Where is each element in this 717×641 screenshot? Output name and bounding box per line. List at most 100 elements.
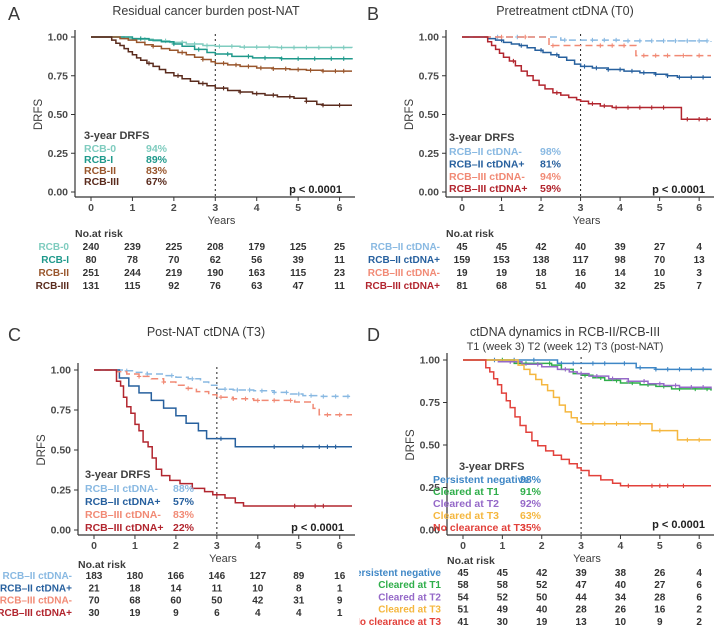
y-tick-label: 0.25 <box>51 485 72 497</box>
risk-count: 38 <box>615 568 627 579</box>
x-axis-title: Years <box>573 553 601 565</box>
censor-mark <box>649 483 655 488</box>
censor-mark <box>300 444 306 449</box>
p-value: p < 0.0001 <box>652 184 705 196</box>
risk-count: 10 <box>654 268 666 279</box>
y-axis-title: DRFS <box>33 99 45 131</box>
risk-count: 4 <box>255 608 261 619</box>
censor-mark <box>622 361 627 366</box>
risk-count: 219 <box>166 268 183 279</box>
risk-count: 39 <box>576 568 588 579</box>
risk-count: 19 <box>536 617 548 628</box>
censor-mark <box>271 398 277 403</box>
risk-count: 225 <box>166 242 183 253</box>
censor-mark <box>637 105 643 110</box>
risk-count: 4 <box>696 568 702 579</box>
x-axis-title: Years <box>573 215 601 227</box>
censor-mark <box>602 421 607 426</box>
y-tick-label: 1.00 <box>48 32 69 44</box>
censor-mark <box>665 73 670 78</box>
censor-mark <box>626 421 631 426</box>
risk-count: 42 <box>536 568 548 579</box>
censor-mark <box>700 367 706 372</box>
censor-mark <box>296 391 301 397</box>
risk-count: 21 <box>88 583 100 594</box>
km-curve-rcb-iii-ctdna- <box>462 36 711 122</box>
censor-mark <box>704 38 710 44</box>
censor-mark <box>341 68 346 74</box>
x-tick-label: 0 <box>459 202 465 214</box>
censor-mark <box>598 43 603 48</box>
censor-mark <box>218 395 224 400</box>
censor-mark <box>641 53 647 58</box>
panel-c: C Post-NAT ctDNA (T3) 1.00 0.75 0.50 0.25 0.… <box>0 321 358 641</box>
censor-mark <box>665 367 670 372</box>
censor-mark <box>681 483 686 488</box>
x-tick-label: 3 <box>214 540 220 552</box>
panel-letter-c: C <box>8 325 21 345</box>
risk-count: 51 <box>457 605 469 616</box>
risk-count: 44 <box>576 592 588 603</box>
risk-row-label: RCB–III ctDNA+ <box>365 281 440 292</box>
risk-count: 6 <box>214 608 220 619</box>
censor-mark <box>665 483 670 488</box>
censor-mark <box>333 444 338 449</box>
risk-row-label: RCB–III ctDNA- <box>0 596 72 607</box>
censor-mark <box>169 373 175 378</box>
risk-count: 180 <box>127 571 144 582</box>
censor-mark <box>641 379 647 384</box>
censor-mark <box>657 483 663 488</box>
risk-count: 52 <box>497 592 509 603</box>
risk-count: 179 <box>248 242 265 253</box>
legend-label: RCB-II <box>84 165 116 177</box>
risk-count: 14 <box>615 268 627 279</box>
risk-row-label: RCB–III ctDNA+ <box>0 608 72 619</box>
risk-count: 13 <box>694 255 706 266</box>
censor-mark <box>562 37 567 43</box>
censor-mark <box>637 365 643 370</box>
risk-count: 40 <box>575 281 587 292</box>
risk-count: 1 <box>337 583 343 594</box>
legend-title: 3-year DRFS <box>459 461 524 473</box>
censor-mark <box>602 361 607 366</box>
legend-label: RCB–II ctDNA+ <box>449 158 525 170</box>
risk-count: 27 <box>654 580 666 591</box>
y-tick-label: 0.00 <box>48 187 69 199</box>
risk-count: 23 <box>334 268 346 279</box>
censor-mark <box>617 67 623 72</box>
legend-value: 22% <box>173 522 195 534</box>
risk-count: 39 <box>293 255 305 266</box>
censor-mark <box>637 38 643 44</box>
censor-mark <box>255 398 261 403</box>
risk-count: 159 <box>454 255 471 266</box>
censor-mark <box>337 412 342 417</box>
legend-value: 88% <box>173 483 195 495</box>
censor-mark <box>279 56 284 61</box>
risk-count: 89 <box>293 571 305 582</box>
risk-row-label: RCB–II ctDNA- <box>371 242 440 253</box>
censor-mark <box>594 373 600 379</box>
risk-count: 60 <box>170 596 182 607</box>
risk-count: 68 <box>129 596 141 607</box>
risk-count: 45 <box>496 242 508 253</box>
censor-mark <box>609 43 615 48</box>
censor-mark <box>254 44 259 50</box>
y-axis-title: DRFS <box>36 434 48 466</box>
censor-mark <box>677 367 682 372</box>
risk-row-label: RCB-I <box>41 255 69 266</box>
risk-count: 4 <box>296 608 302 619</box>
x-tick-label: 4 <box>618 540 624 552</box>
censor-mark <box>696 38 702 44</box>
risk-count: 18 <box>535 268 547 279</box>
censor-mark <box>179 50 185 55</box>
risk-count: 45 <box>456 242 468 253</box>
risk-count: 68 <box>496 281 508 292</box>
censor-mark <box>295 67 301 72</box>
km-path <box>94 369 352 507</box>
censor-mark <box>308 393 314 398</box>
legend-value: 98% <box>540 146 562 158</box>
risk-count: 63 <box>251 281 263 292</box>
legend-label: RCB–III ctDNA- <box>449 171 525 183</box>
